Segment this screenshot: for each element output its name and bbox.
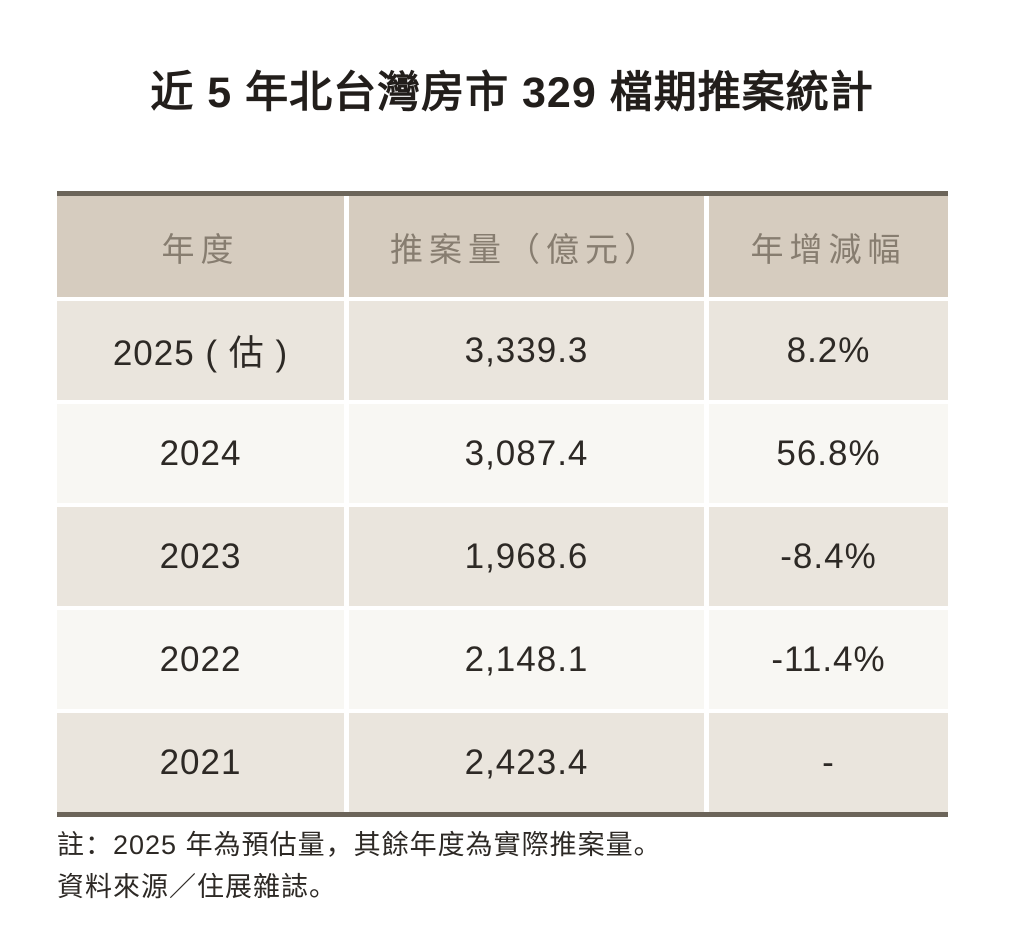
footnotes: 註：2025 年為預估量，其餘年度為實際推案量。 資料來源／住展雜誌。 (57, 824, 662, 908)
volume-cell: 2,148.1 (349, 610, 704, 709)
year-cell: 2022 (57, 610, 344, 709)
change-cell: 8.2% (709, 301, 948, 400)
header-cell-volume: 推案量（億元） (349, 196, 704, 297)
year-cell: 2024 (57, 404, 344, 503)
table-grid: 年度 推案量（億元） 年增減幅 2025 ( 估 ) 3,339.3 8.2% … (57, 196, 948, 812)
page-title: 近 5 年北台灣房市 329 檔期推案統計 (150, 69, 874, 117)
footnote-source: 資料來源／住展雜誌。 (57, 872, 337, 902)
footnote-estimate: 註：2025 年為預估量，其餘年度為實際推案量。 (57, 830, 662, 860)
volume-cell: 2,423.4 (349, 713, 704, 812)
change-cell: -11.4% (709, 610, 948, 709)
header-cell-year: 年度 (57, 196, 344, 297)
change-cell: - (709, 713, 948, 812)
header-cell-change: 年增減幅 (709, 196, 948, 297)
data-table: 年度 推案量（億元） 年增減幅 2025 ( 估 ) 3,339.3 8.2% … (57, 191, 948, 817)
year-cell: 2023 (57, 507, 344, 606)
volume-cell: 1,968.6 (349, 507, 704, 606)
year-cell: 2025 ( 估 ) (57, 301, 344, 400)
change-cell: -8.4% (709, 507, 948, 606)
year-cell: 2021 (57, 713, 344, 812)
volume-cell: 3,087.4 (349, 404, 704, 503)
change-cell: 56.8% (709, 404, 948, 503)
volume-cell: 3,339.3 (349, 301, 704, 400)
